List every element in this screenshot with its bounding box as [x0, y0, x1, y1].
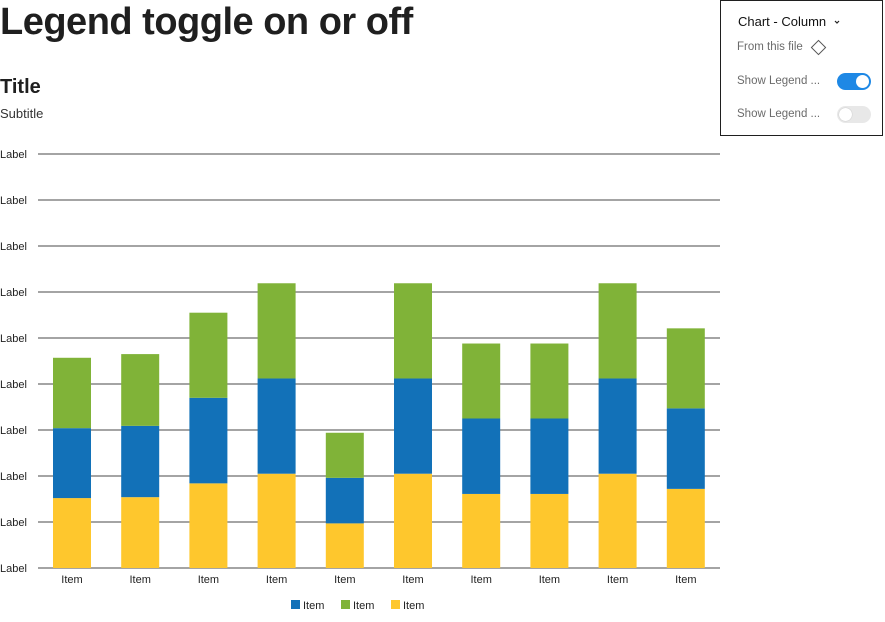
show-legend-toggle-on[interactable] — [837, 73, 871, 90]
bar-segment — [257, 378, 296, 474]
component-dropdown[interactable]: Chart - Column — [738, 14, 842, 29]
bar-segment — [530, 493, 569, 568]
legend-swatch — [341, 600, 350, 609]
bar-segment — [257, 473, 296, 568]
y-tick-label: Label — [0, 517, 27, 529]
x-tick-label: Item — [266, 574, 287, 586]
bar-segment — [121, 425, 160, 498]
y-tick-label: Label — [0, 287, 27, 299]
show-legend-toggle-off[interactable] — [837, 106, 871, 123]
x-tick-label: Item — [198, 574, 219, 586]
legend-label: Item — [353, 600, 374, 612]
source-row: From this file — [737, 39, 827, 55]
bar-segment — [121, 497, 160, 568]
legend-label: Item — [303, 600, 324, 612]
bar-segment — [666, 488, 705, 568]
bar-segment — [257, 283, 296, 379]
source-label: From this file — [737, 41, 803, 53]
bar-segment — [325, 523, 364, 568]
bar-segment — [530, 418, 569, 494]
component-diamond-icon[interactable] — [810, 39, 827, 55]
bar-segment — [189, 483, 228, 568]
bar-segment — [462, 493, 501, 568]
y-tick-label: Label — [0, 333, 27, 345]
x-tick-label: Item — [129, 574, 150, 586]
bar-segment — [53, 498, 91, 568]
bar-segment — [325, 432, 364, 478]
x-tick-label: Item — [675, 574, 696, 586]
x-tick-label: Item — [61, 574, 82, 586]
bar-segment — [189, 312, 228, 398]
show-legend-label-1: Show Legend ... — [737, 75, 821, 87]
bar-segment — [462, 343, 501, 419]
y-tick-label: Label — [0, 425, 27, 437]
bar-segment — [394, 473, 432, 568]
x-tick-label: Item — [334, 574, 355, 586]
chart-properties-panel: Chart - Column From this file Show Legen… — [720, 0, 883, 136]
legend-swatch — [291, 600, 300, 609]
y-tick-label: Label — [0, 195, 27, 207]
component-name: Chart - Column — [738, 14, 827, 29]
toggle-knob — [839, 108, 852, 121]
legend-label: Item — [403, 600, 424, 612]
chart-subtitle: Subtitle — [0, 106, 44, 121]
bar-segment — [394, 378, 432, 474]
bar-segment — [53, 357, 91, 429]
bar-segment — [530, 343, 569, 419]
bar-segment — [598, 473, 637, 568]
bar-segment — [666, 328, 705, 409]
bar-segment — [462, 418, 501, 494]
x-tick-label: Item — [539, 574, 560, 586]
x-tick-label: Item — [470, 574, 491, 586]
bar-segment — [598, 378, 637, 474]
y-tick-label: Label — [0, 379, 27, 391]
y-tick-label: Label — [0, 149, 27, 161]
bar-segment — [394, 283, 432, 379]
bar-segment — [189, 397, 228, 484]
y-tick-label: Label — [0, 241, 27, 253]
chevron-down-icon — [834, 20, 840, 24]
bar-segment — [121, 354, 160, 426]
legend-toggle-row-1: Show Legend ... — [737, 75, 820, 87]
y-tick-label: Label — [0, 563, 27, 575]
page-heading: Legend toggle on or off — [0, 1, 413, 43]
bar-segment — [325, 477, 364, 524]
chart-title: Title — [0, 76, 41, 98]
legend-toggle-row-2: Show Legend ... — [737, 108, 820, 120]
toggle-knob — [856, 75, 869, 88]
y-tick-label: Label — [0, 471, 27, 483]
legend-swatch — [391, 600, 400, 609]
bar-segment — [666, 408, 705, 489]
stacked-column-chart: Label Label Label Label Label Label Label Label… — [0, 149, 720, 612]
x-tick-label: Item — [607, 574, 628, 586]
x-tick-label: Item — [402, 574, 423, 586]
bar-segment — [53, 428, 91, 499]
bar-segment — [598, 283, 637, 379]
show-legend-label-2: Show Legend ... — [737, 108, 821, 120]
